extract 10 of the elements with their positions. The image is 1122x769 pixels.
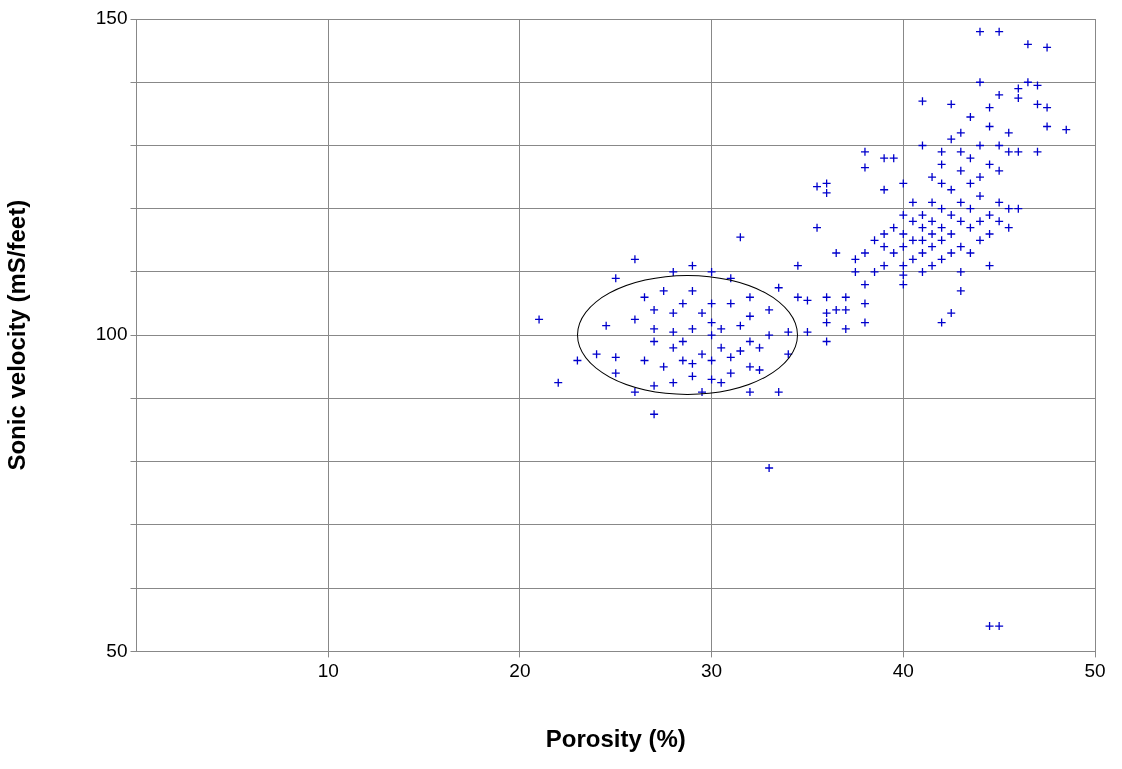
x-tick-label: 10 xyxy=(317,660,339,682)
x-tick-label: 50 xyxy=(1084,660,1106,682)
y-axis-title: Sonic velocity (mS/feet) xyxy=(3,199,31,471)
x-tick-label: 20 xyxy=(509,660,531,682)
y-tick-label: 100 xyxy=(95,323,128,345)
x-tick-label: 30 xyxy=(701,660,723,682)
y-tick-label: 150 xyxy=(95,7,128,29)
x-axis-title: Porosity (%) xyxy=(545,725,686,753)
y-tick-label: 50 xyxy=(106,639,128,661)
x-tick-label: 40 xyxy=(892,660,914,682)
